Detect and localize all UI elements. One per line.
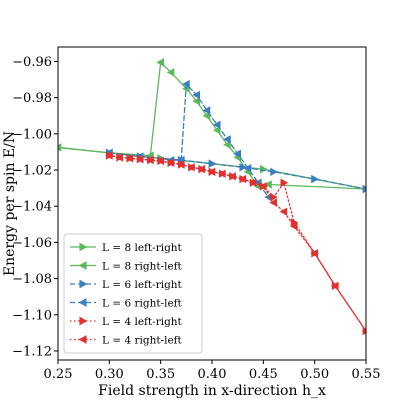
y-axis-label: Energy per spin E/N bbox=[2, 131, 18, 276]
x-tick-label: 0.25 bbox=[44, 367, 73, 382]
data-point-3-6 bbox=[202, 106, 211, 115]
data-point-5-15 bbox=[259, 182, 267, 191]
data-point-2-4 bbox=[239, 163, 247, 172]
data-point-5-19 bbox=[310, 249, 319, 258]
data-point-1-4 bbox=[166, 68, 175, 77]
data-point-5-11 bbox=[218, 169, 226, 178]
data-point-5-6 bbox=[166, 158, 175, 167]
data-point-5-2 bbox=[125, 154, 134, 163]
data-point-0-4 bbox=[259, 164, 268, 174]
data-point-1-9 bbox=[223, 140, 231, 149]
legend-item-3: L = 6 right-left bbox=[70, 298, 183, 310]
data-point-2-7 bbox=[362, 184, 366, 194]
data-point-5-9 bbox=[197, 164, 206, 174]
y-tick-label: −1.06 bbox=[12, 236, 52, 251]
data-point-5-13 bbox=[238, 174, 247, 184]
legend-marker bbox=[78, 335, 87, 344]
data-point-5-12 bbox=[228, 172, 236, 181]
data-point-3-8 bbox=[223, 135, 231, 144]
x-tick-label: 0.35 bbox=[146, 367, 175, 382]
legend: L = 8 left-right L = 8 right-left L = 6 le… bbox=[63, 233, 203, 354]
x-tick-label: 0.45 bbox=[249, 367, 278, 382]
data-point-5-17 bbox=[279, 207, 288, 216]
x-tick-label: 0.55 bbox=[352, 367, 381, 382]
data-point-4-18 bbox=[290, 218, 299, 227]
legend-marker bbox=[79, 316, 88, 326]
legend-label: L = 6 right-left bbox=[102, 298, 183, 310]
data-point-5-10 bbox=[207, 167, 216, 177]
legend-item-5: L = 4 right-left bbox=[70, 335, 183, 347]
legend-label: L = 8 right-left bbox=[102, 261, 183, 273]
data-layer bbox=[58, 58, 366, 336]
data-point-4-17 bbox=[280, 178, 289, 187]
y-tick-label: −1.00 bbox=[12, 127, 52, 142]
data-point-5-3 bbox=[135, 154, 144, 164]
legend-marker bbox=[79, 242, 88, 252]
data-point-3-5 bbox=[192, 90, 200, 100]
data-point-1-8 bbox=[212, 126, 221, 135]
data-point-1-7 bbox=[202, 111, 211, 120]
data-point-3-4 bbox=[182, 79, 190, 89]
legend-item-2: L = 6 left-right bbox=[70, 279, 183, 291]
legend-label: L = 8 left-right bbox=[102, 242, 183, 254]
data-point-5-1 bbox=[115, 153, 123, 162]
data-point-5-18 bbox=[289, 221, 298, 231]
data-point-5-16 bbox=[269, 198, 277, 207]
legend-marker bbox=[79, 279, 88, 289]
data-point-1-13 bbox=[264, 180, 272, 189]
data-point-5-4 bbox=[146, 155, 154, 165]
series-line-5 bbox=[108, 154, 366, 332]
data-point-5-20 bbox=[331, 281, 339, 291]
x-tick-label: 0.50 bbox=[300, 367, 329, 382]
legend-label: L = 4 left-right bbox=[102, 316, 183, 328]
data-point-3-10 bbox=[243, 164, 252, 173]
series-3 bbox=[105, 79, 272, 202]
legend-item-0: L = 8 left-right bbox=[70, 242, 183, 254]
series-5 bbox=[105, 151, 366, 334]
data-point-5-8 bbox=[187, 163, 195, 172]
y-tick-label: −1.04 bbox=[12, 200, 52, 215]
data-point-5-21 bbox=[361, 328, 366, 334]
data-point-1-0 bbox=[58, 143, 62, 152]
data-point-5-0 bbox=[105, 151, 113, 160]
x-axis-label: Field strength in x-direction h_x bbox=[98, 383, 326, 399]
legend-label: L = 4 right-left bbox=[102, 335, 183, 347]
y-tick-label: −1.08 bbox=[12, 272, 52, 287]
legend-item-4: L = 4 left-right bbox=[70, 316, 183, 328]
y-tick-label: −0.96 bbox=[12, 55, 52, 70]
x-tick-label: 0.30 bbox=[95, 367, 124, 382]
y-tick-label: −1.02 bbox=[12, 164, 52, 179]
data-point-3-12 bbox=[264, 192, 272, 202]
legend-item-1: L = 8 right-left bbox=[70, 261, 183, 273]
axis-ticks: 0.25 0.30 0.35 0.40 0.45 0.50 0.55 −0.96 −0.98 −1… bbox=[12, 55, 380, 382]
x-tick-label: 0.40 bbox=[198, 367, 227, 382]
data-point-5-5 bbox=[156, 156, 165, 166]
y-tick-label: −0.98 bbox=[12, 91, 52, 106]
legend-marker bbox=[78, 298, 87, 307]
series-line-2 bbox=[108, 152, 366, 190]
data-point-5-14 bbox=[248, 178, 257, 187]
data-point-1-6 bbox=[192, 97, 200, 106]
data-point-3-9 bbox=[233, 149, 242, 158]
data-point-2-6 bbox=[311, 174, 319, 184]
data-point-2-3 bbox=[208, 159, 217, 168]
data-point-1-3 bbox=[156, 58, 165, 67]
data-point-2-5 bbox=[270, 167, 278, 177]
data-point-3-7 bbox=[212, 120, 221, 129]
y-tick-label: −1.10 bbox=[12, 308, 52, 323]
y-tick-label: −1.12 bbox=[12, 344, 52, 359]
legend-marker bbox=[78, 261, 87, 270]
legend-label: L = 6 left-right bbox=[102, 279, 183, 291]
data-point-5-7 bbox=[177, 160, 185, 169]
legend-box bbox=[63, 233, 203, 354]
